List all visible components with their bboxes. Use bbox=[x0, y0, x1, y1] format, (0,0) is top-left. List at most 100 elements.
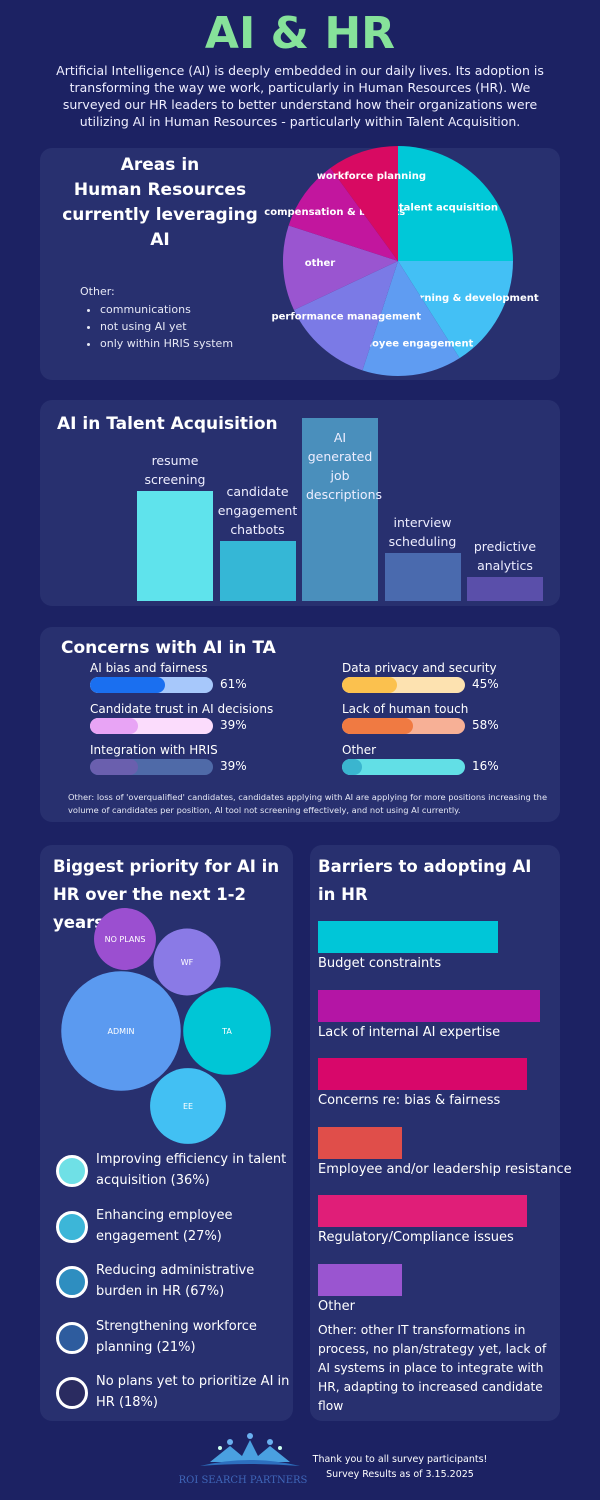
bubble-label: TA bbox=[221, 1027, 232, 1036]
bubble bbox=[94, 908, 156, 970]
barrier-label: Employee and/or leadership resistance bbox=[318, 1161, 572, 1177]
concern-bar-track bbox=[90, 759, 213, 775]
concern-bar-track bbox=[342, 759, 465, 775]
ta-bar bbox=[384, 553, 461, 601]
concern-bar-fill bbox=[342, 677, 398, 693]
logo-text: ROI SEARCH PARTNERS bbox=[178, 1475, 308, 1486]
areas-other-list: communications not using AI yet only wit… bbox=[100, 301, 233, 352]
priority-legend-item: No plans yet to prioritize AI in HR (18%… bbox=[96, 1374, 290, 1410]
roi-logo-icon bbox=[200, 1433, 300, 1466]
ta-bar-label: resume screening bbox=[144, 453, 206, 488]
priority-legend-dot bbox=[56, 1321, 88, 1354]
barrier-bar bbox=[318, 989, 540, 1022]
areas-title: Areas in Human Resources currently lever… bbox=[60, 153, 260, 253]
barrier-label: Budget constraints bbox=[318, 956, 442, 971]
barriers-title: Barriers to adopting AI in HR bbox=[318, 857, 532, 904]
areas-title-line: Areas in bbox=[120, 155, 200, 175]
barriers-note: Other: other IT transformations in proce… bbox=[318, 1323, 547, 1413]
pie-slice bbox=[283, 225, 398, 310]
pie-slice-label: performance management bbox=[271, 312, 421, 323]
ta-bar-label: candidate engagement chatbots bbox=[217, 483, 298, 537]
ta-bar-label: AI generated job descriptions bbox=[306, 430, 383, 502]
areas-other-item: not using AI yet bbox=[100, 318, 233, 335]
areas-title-line: currently leveraging bbox=[62, 205, 258, 225]
pie-slice bbox=[398, 261, 513, 359]
concern-value: 45% bbox=[472, 677, 499, 691]
barrier-label: Concerns re: bias & fairness bbox=[318, 1093, 501, 1108]
pie-slice bbox=[362, 261, 460, 377]
concern-value: 61% bbox=[220, 677, 247, 691]
barrier-bar bbox=[318, 1126, 403, 1159]
priority-title: Biggest priority for AI in HR over the n… bbox=[53, 857, 280, 932]
areas-pie-chart: talent acquisition learning & development… bbox=[264, 146, 539, 377]
priority-legend-dot bbox=[56, 1210, 88, 1243]
ta-bar bbox=[219, 540, 296, 601]
ta-bar bbox=[137, 491, 213, 601]
footer-thanks: Thank you to all survey participants! bbox=[312, 1454, 488, 1465]
priority-legend-item: Improving efficiency in talent acquisiti… bbox=[96, 1152, 287, 1188]
pie-slice bbox=[293, 261, 398, 371]
concern-bar-fill bbox=[90, 718, 138, 734]
barrier-bar bbox=[318, 1195, 527, 1227]
ta-panel bbox=[40, 400, 560, 606]
concern-value: 39% bbox=[220, 759, 247, 773]
bubble-label: ADMIN bbox=[108, 1027, 135, 1036]
concern-bar-track bbox=[90, 677, 213, 693]
priority-legend-item: Enhancing employee engagement (27%) bbox=[96, 1207, 233, 1244]
concern-bar-fill bbox=[90, 677, 166, 693]
concern-label: Candidate trust in AI decisions bbox=[90, 702, 274, 716]
barrier-label: Other bbox=[318, 1298, 355, 1314]
ta-bar bbox=[302, 418, 378, 601]
footer-date: Survey Results as of 3.15.2025 bbox=[326, 1469, 474, 1480]
concerns-title: Concerns with AI in TA bbox=[61, 638, 276, 658]
bubble-label: EE bbox=[183, 1102, 193, 1111]
pie-slice bbox=[398, 146, 513, 261]
pie-slice-label: learning & development bbox=[402, 293, 538, 304]
bubble-label: NO PLANS bbox=[105, 935, 146, 944]
ta-bar-label: predictive analytics bbox=[473, 539, 537, 574]
concern-bar-track bbox=[342, 677, 465, 693]
concern-bar-fill bbox=[342, 759, 362, 775]
concern-label: Other bbox=[342, 743, 377, 757]
ta-bar-label: interview scheduling bbox=[388, 515, 457, 550]
bubble bbox=[150, 1068, 226, 1144]
pie-slice-label: talent acquisition bbox=[399, 203, 498, 214]
bubble bbox=[183, 987, 271, 1075]
bubble-label: WF bbox=[181, 958, 194, 967]
concern-value: 58% bbox=[472, 718, 499, 732]
areas-title-line: Human Resources bbox=[73, 180, 247, 200]
ta-bar bbox=[467, 577, 543, 601]
bubble bbox=[61, 971, 181, 1091]
intro-text: Artificial Intelligence (AI) is deeply e… bbox=[56, 63, 544, 129]
pie-slice-label: workforce planning bbox=[317, 171, 426, 182]
bubble bbox=[153, 928, 221, 996]
barrier-bar bbox=[318, 1058, 527, 1090]
concern-label: AI bias and fairness bbox=[90, 661, 208, 675]
pie-slice-label: compensation & benefits bbox=[264, 207, 405, 218]
pie-slice-label: other bbox=[305, 258, 336, 269]
barrier-label: Lack of internal AI expertise bbox=[318, 1024, 501, 1040]
barrier-label: Regulatory/Compliance issues bbox=[318, 1230, 514, 1245]
pie-slice bbox=[288, 167, 398, 261]
barrier-bar bbox=[318, 1263, 403, 1296]
footer-text: Thank you to all survey participants! Su… bbox=[300, 1452, 500, 1482]
priority-legend-dot bbox=[56, 1155, 88, 1187]
priority-legend-dot bbox=[56, 1266, 88, 1298]
priority-legend-item: Reducing administrative burden in HR (67… bbox=[96, 1263, 255, 1299]
priority-bubble-chart: NO PLANS WF ADMIN TA EE bbox=[61, 908, 271, 1144]
concern-bar-fill bbox=[90, 759, 138, 775]
pie-slice-label: employee engagement bbox=[344, 339, 473, 350]
concern-bar-fill bbox=[342, 718, 414, 734]
page-title: AI & HR bbox=[204, 8, 396, 59]
pie-slice bbox=[330, 146, 398, 261]
concern-label: Integration with HRIS bbox=[90, 743, 218, 757]
concerns-note: Other: loss of 'overqualified' candidate… bbox=[68, 792, 548, 815]
concern-bar-track bbox=[342, 718, 465, 734]
concern-bar-track bbox=[90, 718, 213, 734]
concern-value: 16% bbox=[472, 759, 499, 773]
concern-label: Lack of human touch bbox=[342, 702, 469, 716]
areas-title-line: AI bbox=[150, 230, 170, 250]
areas-other-item: only within HRIS system bbox=[100, 335, 233, 352]
barrier-bar bbox=[318, 921, 498, 953]
concern-label: Data privacy and security bbox=[342, 661, 497, 675]
